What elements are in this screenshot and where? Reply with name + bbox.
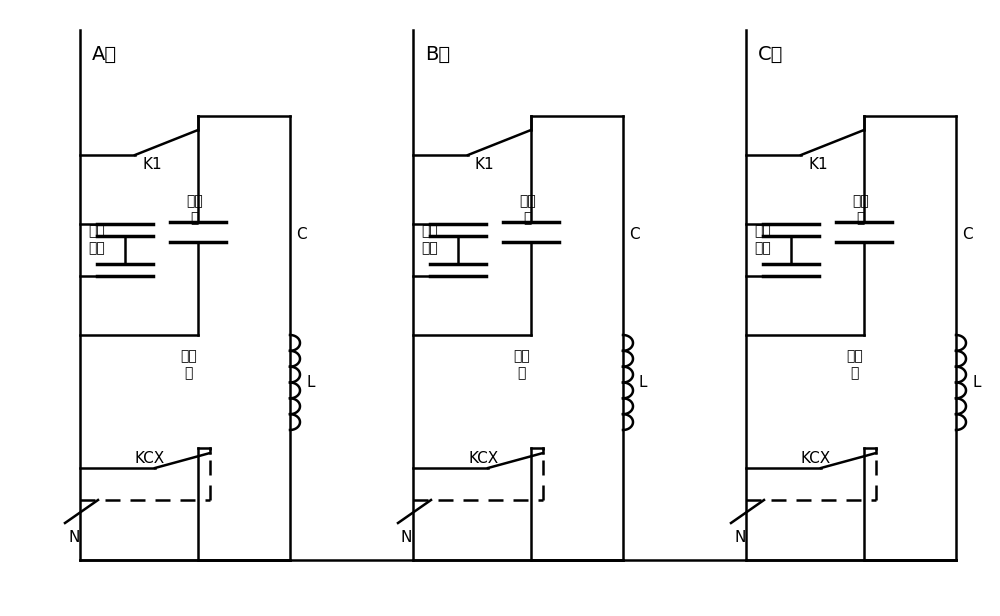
Text: 超级
电容: 超级 电容 (88, 224, 105, 256)
Text: N: N (401, 530, 412, 545)
Text: N: N (734, 530, 745, 545)
Text: 电抗
器: 电抗 器 (513, 349, 530, 380)
Text: 电容
器: 电容 器 (186, 195, 203, 225)
Text: C: C (629, 227, 640, 242)
Text: L: L (972, 375, 980, 390)
Text: C: C (962, 227, 973, 242)
Text: B相: B相 (425, 45, 450, 64)
Text: KCX: KCX (801, 451, 831, 466)
Text: K1: K1 (475, 157, 495, 172)
Text: KCX: KCX (135, 451, 165, 466)
Text: 超级
电容: 超级 电容 (421, 224, 438, 256)
Text: 电容
器: 电容 器 (852, 195, 869, 225)
Text: KCX: KCX (468, 451, 498, 466)
Text: 超级
电容: 超级 电容 (754, 224, 771, 256)
Text: K1: K1 (808, 157, 828, 172)
Text: C相: C相 (758, 45, 783, 64)
Text: C: C (296, 227, 307, 242)
Text: 电抗
器: 电抗 器 (846, 349, 863, 380)
Text: L: L (306, 375, 314, 390)
Text: A相: A相 (92, 45, 117, 64)
Text: K1: K1 (142, 157, 162, 172)
Text: N: N (68, 530, 79, 545)
Text: L: L (639, 375, 648, 390)
Text: 电抗
器: 电抗 器 (180, 349, 197, 380)
Text: 电容
器: 电容 器 (519, 195, 536, 225)
